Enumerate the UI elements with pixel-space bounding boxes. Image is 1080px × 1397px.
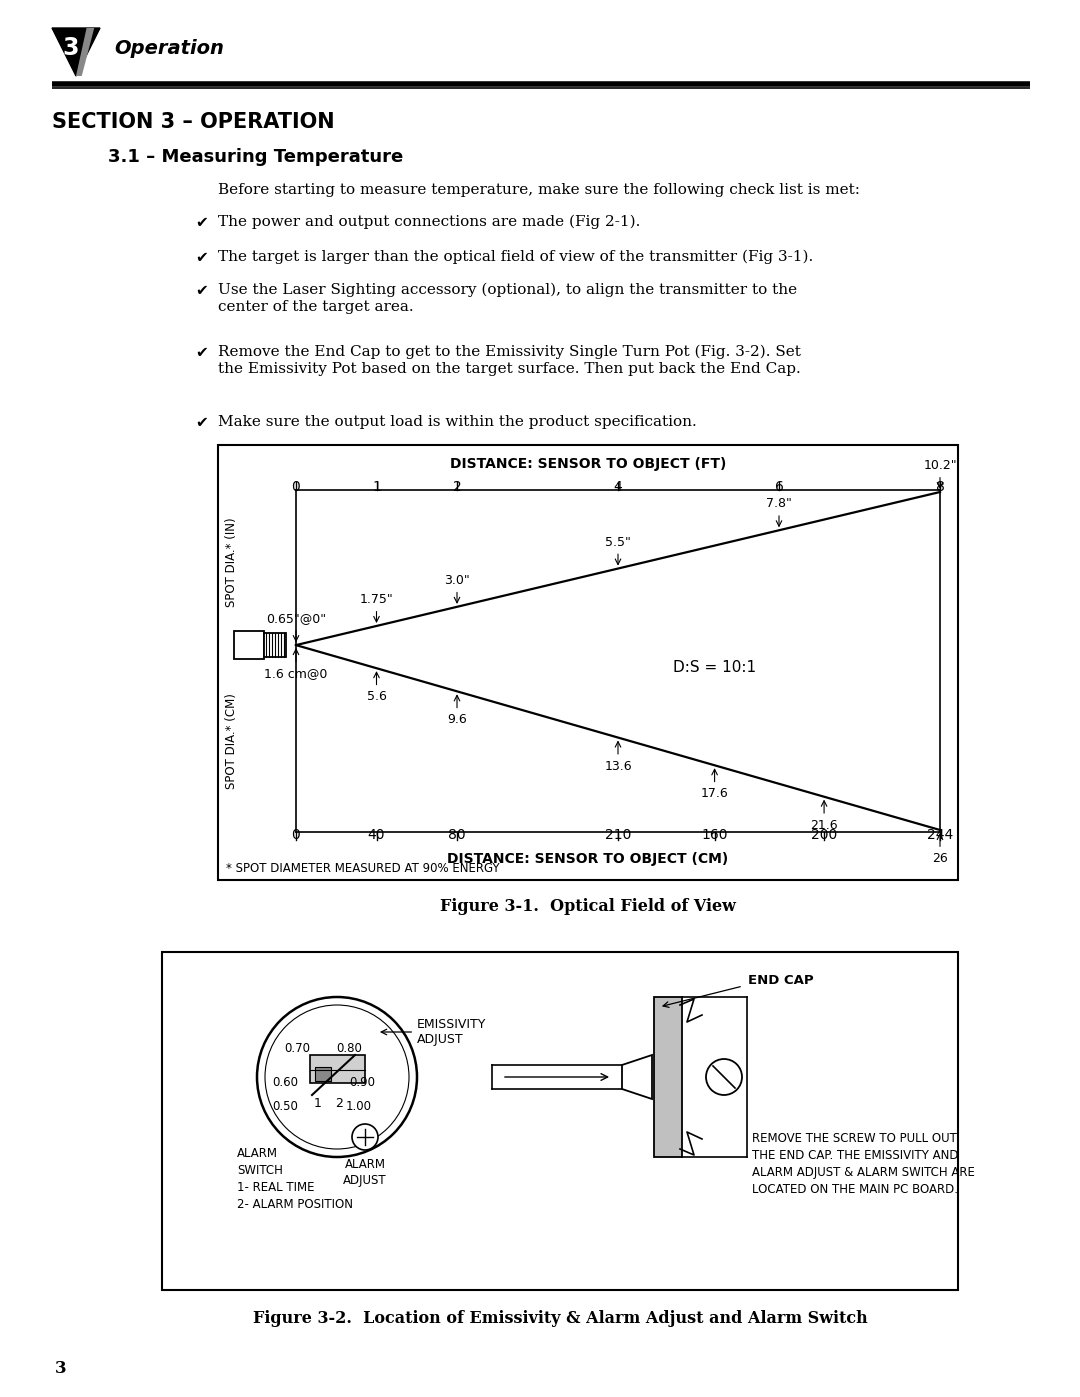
Text: 3: 3: [62, 36, 79, 60]
Text: ✔: ✔: [195, 284, 207, 298]
Text: 0: 0: [292, 828, 300, 842]
Text: 5.5": 5.5": [605, 535, 631, 564]
Text: 7.8": 7.8": [766, 497, 792, 527]
Text: 1.75": 1.75": [360, 592, 393, 622]
Text: 9.6: 9.6: [447, 696, 467, 726]
Text: Use the Laser Sighting accessory (optional), to align the transmitter to the
cen: Use the Laser Sighting accessory (option…: [218, 284, 797, 313]
Text: 13.6: 13.6: [604, 742, 632, 773]
Text: 5.6: 5.6: [366, 672, 387, 703]
Text: REMOVE THE SCREW TO PULL OUT
THE END CAP. THE EMISSIVITY AND
ALARM ADJUST & ALAR: REMOVE THE SCREW TO PULL OUT THE END CAP…: [752, 1132, 975, 1196]
Text: * SPOT DIAMETER MEASURED AT 90% ENERGY: * SPOT DIAMETER MEASURED AT 90% ENERGY: [226, 862, 500, 875]
Bar: [234, 631, 264, 659]
Circle shape: [706, 1059, 742, 1095]
Text: 244: 244: [927, 828, 954, 842]
Text: Figure 3-2.  Location of Emissivity & Alarm Adjust and Alarm Switch: Figure 3-2. Location of Emissivity & Ala…: [253, 1310, 867, 1327]
Text: Operation: Operation: [114, 39, 224, 57]
Text: 40: 40: [368, 828, 386, 842]
Text: 0.50: 0.50: [272, 1101, 298, 1113]
Text: 0.80: 0.80: [336, 1042, 362, 1056]
Text: END CAP: END CAP: [748, 974, 813, 988]
Text: 17.6: 17.6: [701, 770, 729, 800]
Text: SPOT DIA.* (CM): SPOT DIA.* (CM): [226, 693, 239, 789]
Text: SPOT DIA.* (IN): SPOT DIA.* (IN): [226, 518, 239, 608]
Text: Make sure the output load is within the product specification.: Make sure the output load is within the …: [218, 415, 697, 429]
Text: D:S = 10:1: D:S = 10:1: [673, 661, 756, 675]
Text: 21.6: 21.6: [810, 800, 838, 831]
Text: ALARM
SWITCH
1- REAL TIME
2- ALARM POSITION: ALARM SWITCH 1- REAL TIME 2- ALARM POSIT…: [237, 1147, 353, 1211]
Text: The target is larger than the optical field of view of the transmitter (Fig 3-1): The target is larger than the optical fi…: [218, 250, 813, 264]
Text: 0.90: 0.90: [349, 1076, 375, 1088]
Text: DISTANCE: SENSOR TO OBJECT (CM): DISTANCE: SENSOR TO OBJECT (CM): [447, 852, 729, 866]
Polygon shape: [52, 28, 100, 75]
Text: Before starting to measure temperature, make sure the following check list is me: Before starting to measure temperature, …: [218, 183, 860, 197]
Bar: [314, 1067, 330, 1081]
Text: 0.60: 0.60: [272, 1076, 298, 1088]
Text: 2: 2: [336, 1097, 343, 1111]
Text: 200: 200: [811, 828, 837, 842]
Bar: [654, 997, 681, 1157]
Text: 10.2": 10.2": [923, 460, 957, 488]
Text: ✔: ✔: [195, 215, 207, 231]
Text: 0: 0: [292, 481, 300, 495]
Text: 4: 4: [613, 481, 622, 495]
Polygon shape: [622, 1055, 652, 1099]
Text: 80: 80: [448, 828, 465, 842]
Text: 1.00: 1.00: [346, 1101, 372, 1113]
Text: 2: 2: [453, 481, 461, 495]
Text: ✔: ✔: [195, 415, 207, 430]
Text: 160: 160: [701, 828, 728, 842]
Text: 3: 3: [55, 1361, 67, 1377]
Text: 0.70: 0.70: [284, 1042, 310, 1056]
Bar: [162, 951, 958, 1289]
Text: 8: 8: [935, 481, 944, 495]
Text: The power and output connections are made (Fig 2-1).: The power and output connections are mad…: [218, 215, 640, 229]
Text: 1: 1: [373, 481, 381, 495]
Bar: [218, 446, 958, 880]
Text: 0.65"@0": 0.65"@0": [266, 612, 326, 641]
Text: 1: 1: [313, 1097, 322, 1111]
Text: 6: 6: [774, 481, 783, 495]
Text: SECTION 3 – OPERATION: SECTION 3 – OPERATION: [52, 112, 335, 131]
Text: ALARM
ADJUST: ALARM ADJUST: [343, 1158, 387, 1187]
Circle shape: [352, 1125, 378, 1150]
Bar: [310, 1055, 365, 1083]
Bar: [264, 633, 286, 657]
Text: Figure 3-1.  Optical Field of View: Figure 3-1. Optical Field of View: [440, 898, 735, 915]
Text: 210: 210: [605, 828, 631, 842]
Text: DISTANCE: SENSOR TO OBJECT (FT): DISTANCE: SENSOR TO OBJECT (FT): [449, 457, 726, 471]
Text: Remove the End Cap to get to the Emissivity Single Turn Pot (Fig. 3-2). Set
the : Remove the End Cap to get to the Emissiv…: [218, 345, 801, 376]
Polygon shape: [76, 28, 94, 75]
Text: EMISSIVITY
ADJUST: EMISSIVITY ADJUST: [381, 1018, 486, 1046]
Text: ✔: ✔: [195, 250, 207, 265]
Text: 26: 26: [932, 834, 948, 865]
Text: 3.0": 3.0": [444, 574, 470, 604]
Text: ✔: ✔: [195, 345, 207, 360]
Text: 3.1 – Measuring Temperature: 3.1 – Measuring Temperature: [108, 148, 403, 166]
Text: 1.6 cm@0: 1.6 cm@0: [265, 650, 327, 680]
Circle shape: [257, 997, 417, 1157]
